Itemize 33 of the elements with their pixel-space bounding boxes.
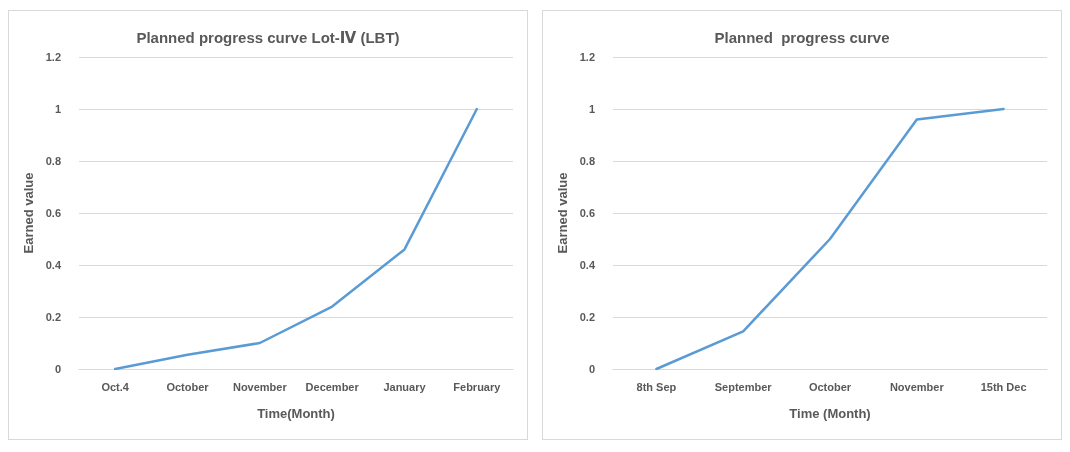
y-tick-label: 1.2 (45, 51, 61, 63)
x-tick-label: October (166, 380, 210, 393)
x-tick-label: October (808, 380, 852, 393)
y-tick-label: 0.8 (45, 155, 61, 167)
y-tick-label: 0 (54, 363, 61, 375)
x-tick-label: November (889, 380, 945, 393)
x-tick-label: January (383, 380, 427, 393)
x-tick-label: November (232, 380, 288, 393)
y-tick-label: 0.6 (45, 207, 61, 219)
x-axis-title: Time(Month) (257, 406, 335, 421)
line-series (113, 107, 479, 371)
y-tick-label: 0.4 (45, 259, 62, 271)
y-tick-label: 1.2 (579, 51, 595, 63)
y-tick-label: 0 (588, 363, 595, 375)
x-tick-label: December (305, 380, 360, 393)
x-tick-label: 8th Sep (636, 380, 677, 393)
x-tick-label: September (714, 380, 773, 393)
y-tick-label: 1 (54, 103, 61, 115)
y-tick-label: 0.2 (579, 311, 595, 323)
chart-title: Planned progress curve (714, 29, 890, 46)
chart-title: Planned progress curve Lot-Ⅳ (LBT) (136, 29, 400, 46)
y-tick-label: 0.6 (579, 207, 595, 219)
y-axis-title: Earned value (554, 172, 570, 254)
y-tick-label: 1 (588, 103, 595, 115)
x-axis-title: Time (Month) (789, 406, 871, 421)
x-tick-label: 15th Dec (980, 380, 1027, 393)
y-axis-title: Earned value (20, 172, 36, 254)
line-series (655, 107, 1005, 371)
x-tick-label: February (453, 380, 502, 393)
x-tick-label: Oct.4 (101, 380, 130, 393)
y-tick-label: 0.2 (45, 311, 61, 323)
y-tick-label: 0.8 (579, 155, 595, 167)
y-tick-label: 0.4 (579, 259, 596, 271)
